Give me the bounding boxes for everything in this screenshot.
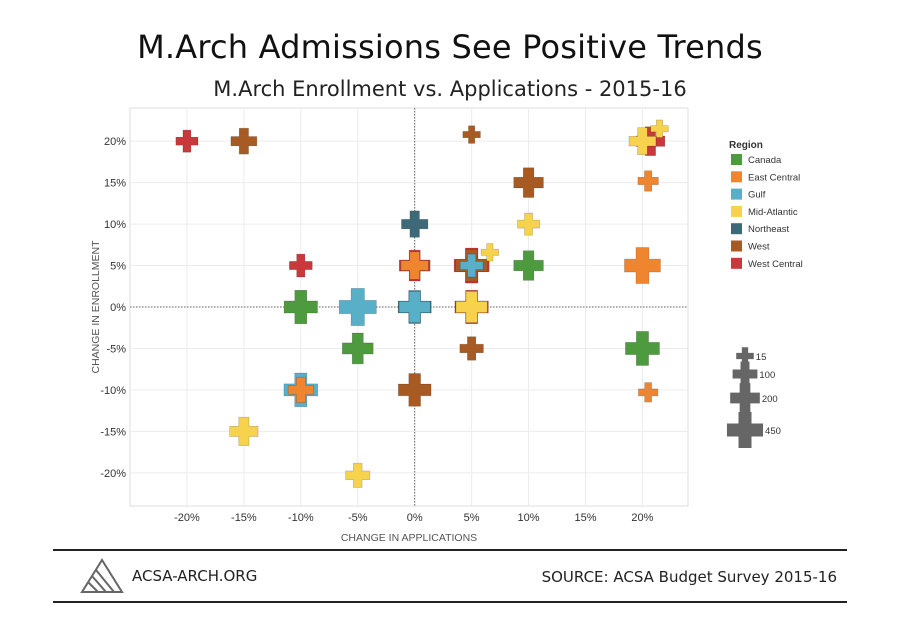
footer-brand: ACSA-ARCH.ORG xyxy=(80,556,257,596)
data-point xyxy=(342,332,374,365)
data-point xyxy=(624,247,661,284)
x-tick-label: -20% xyxy=(174,512,200,524)
x-axis-title: CHANGE IN APPLICATIONS xyxy=(341,532,477,544)
footer-bottom-rule xyxy=(53,601,847,603)
data-point xyxy=(400,251,429,280)
size-legend-mark xyxy=(736,347,754,365)
data-point xyxy=(480,243,499,262)
chart-title: M.Arch Admissions See Positive Trends xyxy=(137,28,763,66)
chart-subtitle: M.Arch Enrollment vs. Applications - 201… xyxy=(213,77,687,101)
data-point xyxy=(459,253,484,278)
data-point xyxy=(628,127,657,155)
legend-swatch xyxy=(731,240,742,252)
legend-label: East Central xyxy=(748,172,800,183)
y-axis-title: CHANGE IN ENROLLMENT xyxy=(90,240,102,374)
acsa-logo-icon xyxy=(80,558,124,593)
x-tick-label: 20% xyxy=(631,512,653,524)
data-point xyxy=(459,336,484,361)
data-point xyxy=(462,125,481,144)
data-point xyxy=(513,167,544,198)
data-point xyxy=(650,119,669,138)
legend-swatch xyxy=(731,257,742,269)
size-legend-mark xyxy=(726,411,764,449)
y-tick-label: 5% xyxy=(110,261,126,273)
y-tick-label: 10% xyxy=(104,219,126,231)
size-legend-mark xyxy=(732,361,758,387)
legend-label: West xyxy=(748,242,770,253)
data-point xyxy=(637,170,659,192)
size-legend-label: 450 xyxy=(765,426,781,437)
data-point xyxy=(345,462,371,488)
data-point xyxy=(517,212,540,236)
data-point xyxy=(229,416,259,446)
legend-label: Northeast xyxy=(748,224,790,235)
data-point xyxy=(283,289,318,325)
data-point xyxy=(455,291,488,323)
y-tick-label: -10% xyxy=(100,385,126,397)
data-point xyxy=(625,331,660,366)
y-tick-label: -15% xyxy=(100,426,126,438)
x-tick-label: -15% xyxy=(231,512,257,524)
data-point xyxy=(175,129,199,153)
data-point xyxy=(398,373,432,407)
size-legend-mark xyxy=(730,383,760,413)
data-point xyxy=(401,210,429,238)
legend-label: West Central xyxy=(748,259,803,270)
legend-swatch xyxy=(731,205,742,217)
x-tick-label: -10% xyxy=(288,512,314,524)
y-tick-label: -5% xyxy=(106,343,126,355)
x-tick-label: 15% xyxy=(574,512,596,524)
data-point xyxy=(638,382,659,403)
size-legend-label: 100 xyxy=(759,370,775,381)
y-tick-label: 15% xyxy=(104,178,126,190)
footer-top-rule xyxy=(53,549,847,551)
size-legend-label: 200 xyxy=(762,394,778,405)
data-point xyxy=(513,250,544,281)
data-point xyxy=(289,253,313,278)
legend-label: Canada xyxy=(748,155,782,166)
x-tick-label: 10% xyxy=(518,512,540,524)
legend-label: Gulf xyxy=(748,190,766,201)
footer-site[interactable]: ACSA-ARCH.ORG xyxy=(132,567,258,585)
data-point xyxy=(230,127,258,155)
y-tick-label: 0% xyxy=(110,302,126,314)
legend-label: Mid-Atlantic xyxy=(748,207,798,218)
x-tick-label: 5% xyxy=(464,512,480,524)
y-tick-label: -20% xyxy=(100,468,126,480)
legend-swatch xyxy=(731,188,742,200)
legend-title: Region xyxy=(729,140,763,151)
data-point xyxy=(287,376,314,403)
size-legend-label: 15 xyxy=(756,352,767,363)
x-tick-label: 0% xyxy=(407,512,423,524)
data-point xyxy=(398,291,431,323)
legend-swatch xyxy=(731,223,742,235)
data-point xyxy=(338,288,377,326)
footer-source: SOURCE: ACSA Budget Survey 2015-16 xyxy=(541,568,837,586)
x-tick-label: -5% xyxy=(348,512,368,524)
legend-swatch xyxy=(731,154,742,165)
legend-swatch xyxy=(731,171,742,183)
y-tick-label: 20% xyxy=(104,136,126,148)
